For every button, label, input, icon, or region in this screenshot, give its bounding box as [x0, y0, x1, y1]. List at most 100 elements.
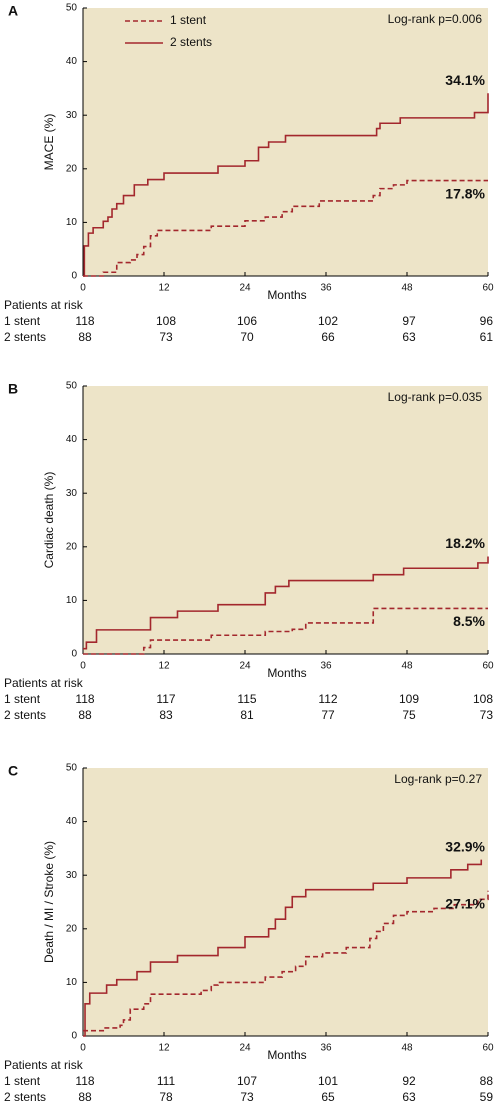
risk-count: 73: [480, 708, 494, 722]
risk-count: 108: [156, 314, 176, 328]
y-tick-label: 40: [66, 56, 78, 67]
y-tick-label: 20: [66, 541, 78, 552]
end-label: 34.1%: [445, 72, 485, 88]
x-tick-label: 36: [320, 1043, 332, 1054]
risk-count: 88: [78, 1090, 92, 1104]
risk-row-label: 2 stents: [4, 708, 46, 722]
x-tick-label: 12: [158, 1043, 170, 1054]
risk-table-title: Patients at risk: [4, 1058, 84, 1072]
risk-count: 83: [159, 708, 173, 722]
y-tick-label: 50: [66, 763, 78, 774]
y-tick-label: 30: [66, 488, 78, 499]
annotation: Log-rank p=0.27: [394, 772, 482, 786]
x-tick-label: 60: [482, 283, 494, 294]
risk-count: 101: [318, 1074, 338, 1088]
plot-background: [83, 386, 488, 654]
end-label: 8.5%: [453, 613, 485, 629]
panel-label: A: [8, 3, 18, 19]
y-tick-label: 0: [71, 271, 77, 282]
legend-label: 2 stents: [170, 35, 212, 49]
x-tick-label: 48: [401, 661, 413, 672]
risk-count: 108: [473, 692, 493, 706]
y-tick-label: 0: [71, 1031, 77, 1042]
y-tick-label: 50: [66, 3, 78, 14]
risk-count: 111: [157, 1074, 176, 1088]
end-label: 27.1%: [445, 895, 485, 911]
km-curve: [83, 890, 489, 1032]
risk-count: 118: [75, 1074, 94, 1088]
panel-label: B: [8, 381, 18, 397]
x-tick-label: 24: [239, 283, 251, 294]
y-tick-label: 40: [66, 816, 78, 827]
x-tick-label: 60: [482, 1043, 494, 1054]
risk-table-title: Patients at risk: [4, 676, 84, 690]
legend-label: 1 stent: [170, 13, 207, 27]
y-tick-label: 20: [66, 163, 78, 174]
km-curve: [83, 179, 488, 277]
risk-count: 109: [399, 692, 419, 706]
risk-count: 106: [237, 314, 257, 328]
risk-count: 70: [240, 330, 254, 344]
y-tick-label: 20: [66, 923, 78, 934]
x-tick-label: 0: [80, 661, 86, 672]
y-tick-label: 10: [66, 595, 78, 606]
risk-row-label: 1 stent: [4, 314, 41, 328]
risk-count: 118: [75, 692, 94, 706]
x-tick-label: 48: [401, 283, 413, 294]
y-tick-label: 10: [66, 977, 78, 988]
risk-row-label: 2 stents: [4, 330, 46, 344]
risk-count: 102: [318, 314, 338, 328]
risk-count: 66: [321, 330, 335, 344]
risk-count: 61: [480, 330, 494, 344]
x-tick-label: 24: [239, 661, 251, 672]
risk-count: 59: [480, 1090, 494, 1104]
x-tick-label: 0: [80, 1043, 86, 1054]
risk-count: 78: [159, 1090, 173, 1104]
end-label: 17.8%: [445, 185, 485, 201]
x-tick-label: 36: [320, 661, 332, 672]
y-tick-label: 40: [66, 434, 78, 445]
risk-count: 92: [402, 1074, 416, 1088]
risk-table-title: Patients at risk: [4, 298, 84, 312]
risk-count: 81: [240, 708, 254, 722]
risk-count: 117: [156, 692, 175, 706]
risk-count: 63: [402, 1090, 416, 1104]
km-curve: [83, 93, 489, 277]
risk-count: 88: [78, 330, 92, 344]
risk-count: 77: [321, 708, 335, 722]
x-tick-label: 36: [320, 283, 332, 294]
x-tick-label: 0: [80, 283, 86, 294]
risk-row-label: 1 stent: [4, 692, 41, 706]
x-axis-label: Months: [267, 666, 306, 680]
y-axis-label: Death / MI / Stroke (%): [42, 841, 56, 963]
km-curve: [83, 556, 489, 650]
y-tick-label: 30: [66, 110, 78, 121]
risk-count: 107: [237, 1074, 257, 1088]
km-curve: [83, 607, 488, 655]
risk-count: 73: [159, 330, 173, 344]
end-label: 32.9%: [445, 838, 485, 854]
annotation: Log-rank p=0.006: [388, 12, 483, 26]
x-tick-label: 24: [239, 1043, 251, 1054]
risk-count: 88: [78, 708, 92, 722]
risk-count: 97: [402, 314, 416, 328]
risk-count: 75: [402, 708, 416, 722]
x-tick-label: 12: [158, 283, 170, 294]
x-axis-label: Months: [267, 1048, 306, 1062]
risk-count: 88: [480, 1074, 494, 1088]
annotation: Log-rank p=0.035: [388, 390, 483, 404]
risk-count: 118: [75, 314, 94, 328]
risk-count: 63: [402, 330, 416, 344]
risk-count: 112: [318, 692, 337, 706]
y-tick-label: 0: [71, 649, 77, 660]
risk-count: 115: [237, 692, 256, 706]
y-tick-label: 50: [66, 381, 78, 392]
risk-count: 96: [480, 314, 494, 328]
risk-row-label: 1 stent: [4, 1074, 41, 1088]
x-tick-label: 60: [482, 661, 494, 672]
x-axis-label: Months: [267, 288, 306, 302]
end-label: 18.2%: [445, 535, 485, 551]
km-curve: [83, 859, 483, 1037]
y-axis-label: Cardiac death (%): [42, 472, 56, 569]
